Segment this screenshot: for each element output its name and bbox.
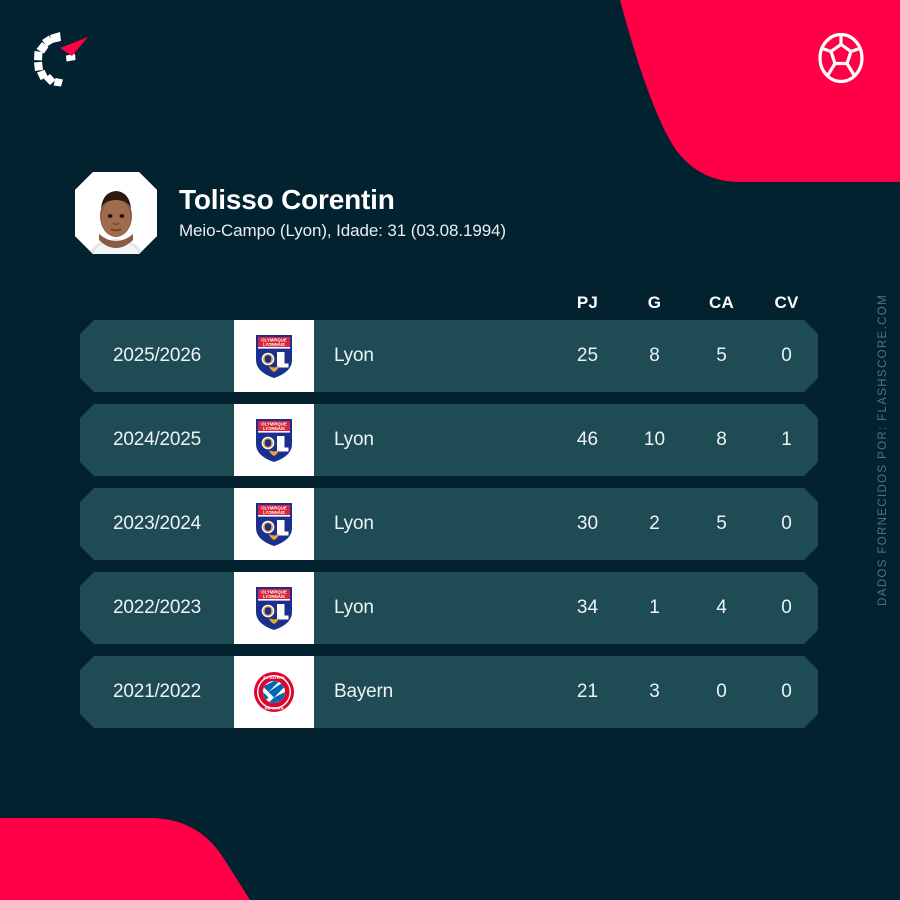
- player-text-block: Tolisso Corentin Meio-Campo (Lyon), Idad…: [179, 183, 506, 241]
- cell-season: 2022/2023: [112, 597, 201, 618]
- page-title: Tolisso Corentin: [179, 183, 395, 215]
- table-row[interactable]: 2023/2024 OLYMPIQUE LYONNAIS Lyon 30 2 5 0: [80, 488, 818, 560]
- player-meta: Meio-Campo (Lyon), Idade: 31 (03.08.1994…: [179, 221, 506, 241]
- cell-stat-cv: 0: [781, 345, 792, 366]
- cell-stat-g: 2: [649, 513, 660, 534]
- column-header-pj: PJ: [576, 293, 599, 312]
- cell-stat-pj: 21: [576, 681, 599, 702]
- column-header-g: G: [647, 293, 662, 312]
- svg-text:LYONNAIS: LYONNAIS: [263, 594, 285, 599]
- cell-team-name: Lyon: [334, 597, 374, 618]
- cell-stat-pj: 30: [576, 513, 599, 534]
- cell-season: 2021/2022: [112, 681, 201, 702]
- credit-label: DADOS FORNECIDOS POR: FLASHSCORE.COM: [877, 294, 889, 606]
- svg-text:MÜNCHEN: MÜNCHEN: [265, 706, 284, 711]
- logo-red-arrow: [60, 37, 88, 56]
- crest-lyon-icon: OLYMPIQUE LYONNAIS: [256, 587, 292, 630]
- cell-stat-ca: 5: [716, 513, 727, 534]
- cell-club-crest: FC BAYERN MÜNCHEN: [234, 656, 314, 728]
- cell-stat-pj: 25: [576, 345, 599, 366]
- cell-team-name: Lyon: [334, 345, 374, 366]
- cell-club-crest: OLYMPIQUE LYONNAIS: [234, 488, 314, 560]
- column-header-ca: CA: [709, 293, 734, 312]
- cell-club-crest: OLYMPIQUE LYONNAIS: [234, 572, 314, 644]
- crest-bayern-icon: FC BAYERN MÜNCHEN: [254, 672, 294, 712]
- cell-club-crest: OLYMPIQUE LYONNAIS: [234, 404, 314, 476]
- cell-team-name: Bayern: [334, 681, 394, 702]
- career-stats-table: PJ G CA CV 2025/2026 OLYMPIQUE LYONNAIS …: [80, 286, 818, 740]
- svg-text:LYONNAIS: LYONNAIS: [263, 342, 285, 347]
- cell-stat-ca: 5: [716, 345, 727, 366]
- table-header-row: PJ G CA CV: [80, 286, 818, 320]
- red-shape-bottom-left: [0, 818, 250, 900]
- cell-stat-g: 1: [649, 597, 660, 618]
- svg-text:OLYMPIQUE: OLYMPIQUE: [261, 338, 287, 343]
- cell-club-crest: OLYMPIQUE LYONNAIS: [234, 320, 314, 392]
- column-header-cv: CV: [774, 293, 799, 312]
- svg-text:OLYMPIQUE: OLYMPIQUE: [261, 506, 287, 511]
- cell-stat-ca: 0: [716, 681, 727, 702]
- cell-stat-cv: 0: [781, 597, 792, 618]
- svg-text:OLYMPIQUE: OLYMPIQUE: [261, 422, 287, 427]
- cell-stat-g: 3: [649, 681, 660, 702]
- cell-stat-g: 8: [649, 345, 660, 366]
- crest-lyon-icon: OLYMPIQUE LYONNAIS: [256, 419, 292, 462]
- cell-stat-cv: 1: [781, 429, 792, 450]
- cell-season: 2023/2024: [112, 513, 201, 534]
- player-photo: [75, 172, 157, 254]
- cell-season: 2025/2026: [112, 345, 201, 366]
- table-row[interactable]: 2021/2022 FC BAYERN MÜNCHEN Bayern 21 3 0 0: [80, 656, 818, 728]
- cell-stat-pj: 34: [576, 597, 599, 618]
- cell-stat-pj: 46: [576, 429, 599, 450]
- svg-text:FC BAYERN: FC BAYERN: [263, 676, 285, 680]
- table-row[interactable]: 2025/2026 OLYMPIQUE LYONNAIS Lyon 25 8 5 0: [80, 320, 818, 392]
- avatar: [75, 172, 157, 254]
- cell-season: 2024/2025: [112, 429, 201, 450]
- table-row[interactable]: 2022/2023 OLYMPIQUE LYONNAIS Lyon 34 1 4 0: [80, 572, 818, 644]
- cell-stat-cv: 0: [781, 513, 792, 534]
- cell-stat-ca: 8: [716, 429, 727, 450]
- crest-lyon-icon: OLYMPIQUE LYONNAIS: [256, 335, 292, 378]
- cell-team-name: Lyon: [334, 513, 374, 534]
- soccer-ball-icon[interactable]: [817, 32, 865, 84]
- cell-stat-ca: 4: [716, 597, 727, 618]
- flashscore-logo[interactable]: [30, 29, 92, 89]
- player-header: Tolisso Corentin Meio-Campo (Lyon), Idad…: [75, 172, 506, 254]
- table-row[interactable]: 2024/2025 OLYMPIQUE LYONNAIS Lyon 46 10 8 1: [80, 404, 818, 476]
- svg-text:OLYMPIQUE: OLYMPIQUE: [261, 590, 287, 595]
- svg-text:LYONNAIS: LYONNAIS: [263, 426, 285, 431]
- cell-stat-cv: 0: [781, 681, 792, 702]
- svg-text:LYONNAIS: LYONNAIS: [263, 510, 285, 515]
- data-credit: DADOS FORNECIDOS POR: FLASHSCORE.COM: [868, 0, 898, 900]
- table-body: 2025/2026 OLYMPIQUE LYONNAIS Lyon 25 8 5 0 20…: [80, 320, 818, 728]
- red-shape-top-right: [620, 0, 900, 182]
- cell-stat-g: 10: [643, 429, 666, 450]
- cell-team-name: Lyon: [334, 429, 374, 450]
- crest-lyon-icon: OLYMPIQUE LYONNAIS: [256, 503, 292, 546]
